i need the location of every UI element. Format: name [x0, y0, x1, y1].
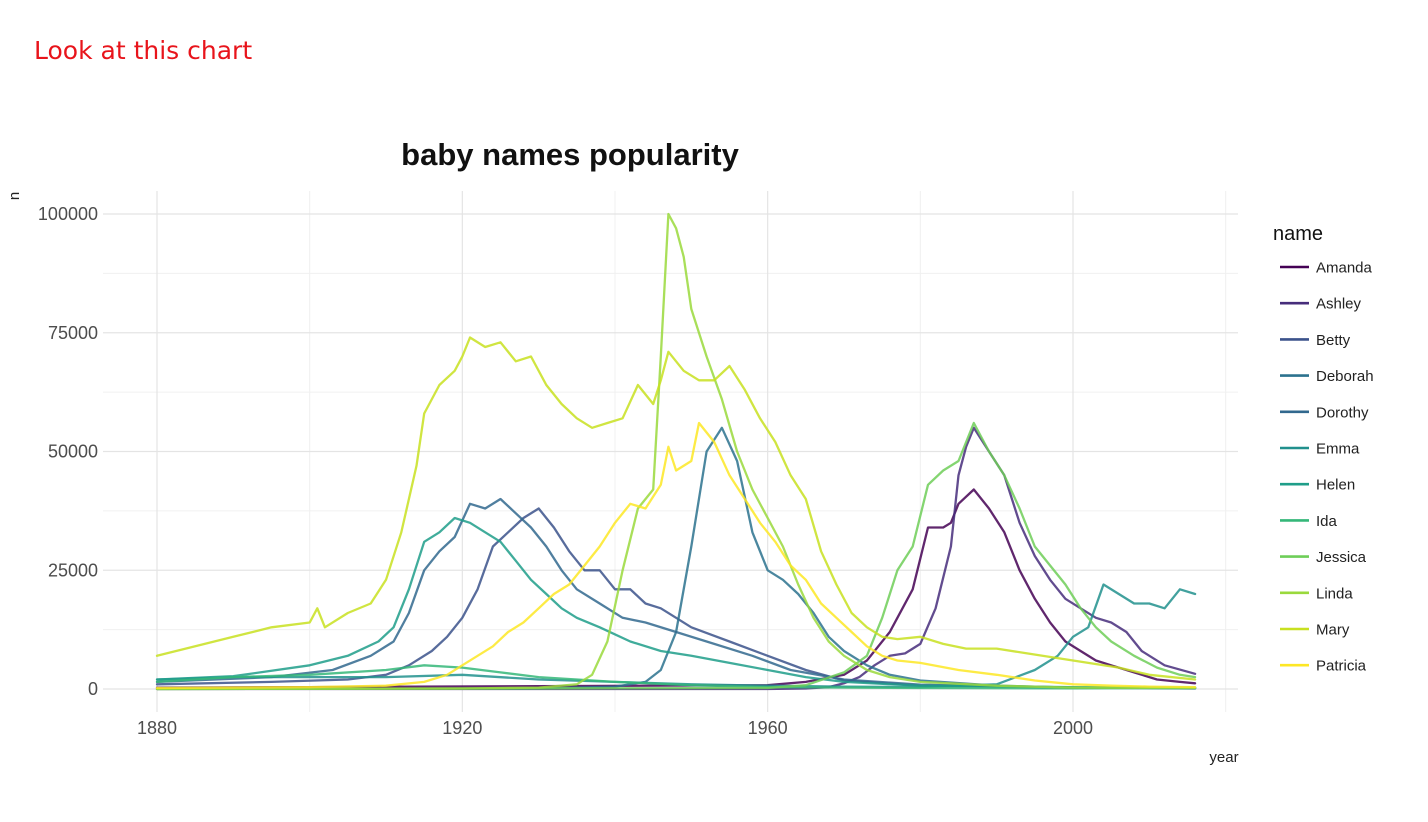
x-tick-label: 1960 — [748, 718, 788, 738]
series-lines — [155, 212, 1197, 691]
y-tick-label: 75000 — [48, 323, 98, 343]
y-tick-label: 0 — [88, 679, 98, 699]
legend: name Amanda Ashley Betty Deborah Dorothy Emma… — [1273, 223, 1374, 675]
x-tick-label: 1920 — [442, 718, 482, 738]
legend-label-dorothy: Dorothy — [1316, 404, 1369, 421]
series-line-amanda — [155, 488, 1197, 689]
series-line-helen — [155, 516, 1197, 689]
legend-label-mary: Mary — [1316, 622, 1350, 639]
legend-label-deborah: Deborah — [1316, 368, 1374, 385]
legend-title: name — [1273, 223, 1323, 245]
series-line-patricia — [155, 421, 1197, 690]
legend-label-linda: Linda — [1316, 585, 1353, 602]
legend-label-amanda: Amanda — [1316, 260, 1373, 277]
y-axis-label: n — [6, 192, 23, 200]
series-line-emma — [155, 583, 1197, 689]
series-line-ida — [155, 664, 1197, 690]
legend-label-patricia: Patricia — [1316, 658, 1367, 675]
caption-text: Look at this chart — [34, 36, 253, 65]
series-line-jessica — [155, 421, 1197, 691]
series-line-dorothy — [155, 497, 1197, 690]
legend-label-helen: Helen — [1316, 477, 1355, 494]
x-tick-label: 1880 — [137, 718, 177, 738]
series-line-betty — [155, 507, 1197, 690]
x-axis-label: year — [1209, 749, 1238, 766]
series-line-mary — [155, 336, 1197, 681]
legend-label-ashley: Ashley — [1316, 296, 1362, 313]
legend-label-emma: Emma — [1316, 441, 1360, 458]
tick-labels: 1880 1920 1960 2000 0 25000 50000 75000 100000 — [38, 204, 1093, 738]
series-line-deborah — [155, 426, 1197, 691]
y-tick-label: 100000 — [38, 204, 98, 224]
x-tick-label: 2000 — [1053, 718, 1093, 738]
y-tick-label: 25000 — [48, 560, 98, 580]
y-tick-label: 50000 — [48, 442, 98, 462]
legend-label-betty: Betty — [1316, 332, 1351, 349]
legend-label-jessica: Jessica — [1316, 549, 1367, 566]
legend-label-ida: Ida — [1316, 513, 1338, 530]
chart-title: baby names popularity — [401, 137, 739, 172]
series-line-linda — [155, 212, 1197, 691]
